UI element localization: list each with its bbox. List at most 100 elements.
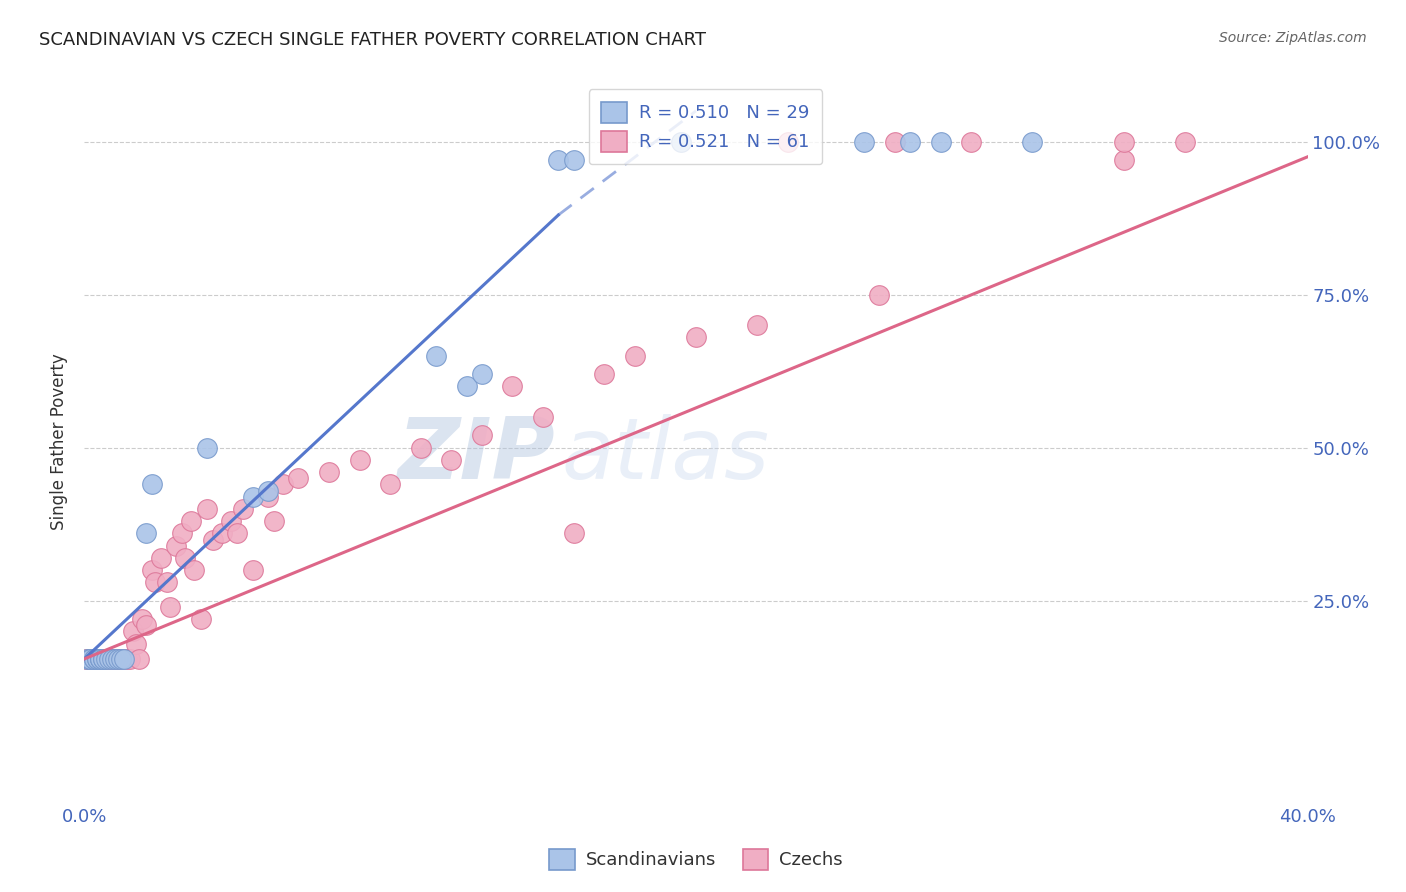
Point [853, 135, 876, 149]
Point [180, 514, 202, 528]
Point [89, 652, 111, 666]
Point [110, 652, 132, 666]
Text: ZIP: ZIP [398, 415, 555, 498]
Point [83, 652, 105, 666]
Point [89, 652, 111, 666]
Point [83, 652, 105, 666]
Point [883, 135, 905, 149]
Point [271, 477, 294, 491]
Point [960, 135, 983, 149]
Point [101, 652, 124, 666]
Point [143, 575, 166, 590]
Point [159, 599, 181, 614]
Point [471, 367, 494, 381]
Point [1174, 135, 1197, 149]
Point [104, 652, 127, 666]
Point [94, 652, 117, 666]
Y-axis label: Single Father Poverty: Single Father Poverty [51, 353, 69, 530]
Point [89, 652, 111, 666]
Point [174, 550, 197, 565]
Point [120, 652, 142, 666]
Point [91, 652, 114, 666]
Point [195, 502, 218, 516]
Point [547, 153, 569, 167]
Point [97, 652, 120, 666]
Point [128, 652, 150, 666]
Point [83, 652, 105, 666]
Point [76, 652, 98, 666]
Point [190, 612, 212, 626]
Point [89, 652, 111, 666]
Point [149, 550, 172, 565]
Point [107, 652, 129, 666]
Text: atlas: atlas [561, 415, 769, 498]
Point [593, 367, 616, 381]
Point [183, 563, 205, 577]
Point [76, 652, 98, 666]
Point [257, 490, 280, 504]
Point [747, 318, 769, 333]
Point [502, 379, 524, 393]
Point [79, 652, 101, 666]
Point [776, 135, 799, 149]
Point [141, 563, 163, 577]
Point [141, 477, 163, 491]
Point [562, 526, 585, 541]
Point [86, 652, 108, 666]
Point [165, 539, 187, 553]
Point [97, 652, 120, 666]
Point [79, 652, 101, 666]
Point [201, 533, 224, 547]
Point [226, 526, 249, 541]
Point [685, 330, 707, 344]
Point [409, 441, 432, 455]
Point [440, 453, 463, 467]
Point [232, 502, 254, 516]
Point [172, 526, 194, 541]
Point [86, 652, 108, 666]
Point [91, 652, 114, 666]
Point [112, 652, 135, 666]
Point [86, 652, 108, 666]
Point [110, 652, 132, 666]
Point [76, 652, 98, 666]
Point [456, 379, 478, 393]
Point [1114, 135, 1136, 149]
Point [131, 612, 153, 626]
Point [211, 526, 233, 541]
Text: Source: ZipAtlas.com: Source: ZipAtlas.com [1219, 31, 1367, 45]
Point [257, 483, 280, 498]
Point [562, 153, 585, 167]
Point [104, 652, 127, 666]
Point [195, 441, 218, 455]
Point [219, 514, 242, 528]
Point [471, 428, 494, 442]
Point [425, 349, 447, 363]
Point [669, 135, 692, 149]
Point [115, 652, 138, 666]
Point [380, 477, 402, 491]
Text: SCANDINAVIAN VS CZECH SINGLE FATHER POVERTY CORRELATION CHART: SCANDINAVIAN VS CZECH SINGLE FATHER POVE… [39, 31, 706, 49]
Point [1114, 153, 1136, 167]
Point [929, 135, 952, 149]
Point [107, 652, 129, 666]
Point [79, 652, 101, 666]
Point [349, 453, 371, 467]
Point [125, 637, 148, 651]
Point [242, 490, 264, 504]
Point [83, 652, 105, 666]
Point [86, 652, 108, 666]
Point [135, 618, 157, 632]
Point [263, 514, 285, 528]
Point [531, 410, 554, 425]
Point [869, 287, 891, 301]
Point [79, 652, 101, 666]
Point [91, 652, 114, 666]
Point [94, 652, 117, 666]
Point [624, 349, 647, 363]
Point [1021, 135, 1043, 149]
Point [242, 563, 264, 577]
Point [156, 575, 179, 590]
Point [318, 465, 340, 479]
Point [89, 652, 111, 666]
